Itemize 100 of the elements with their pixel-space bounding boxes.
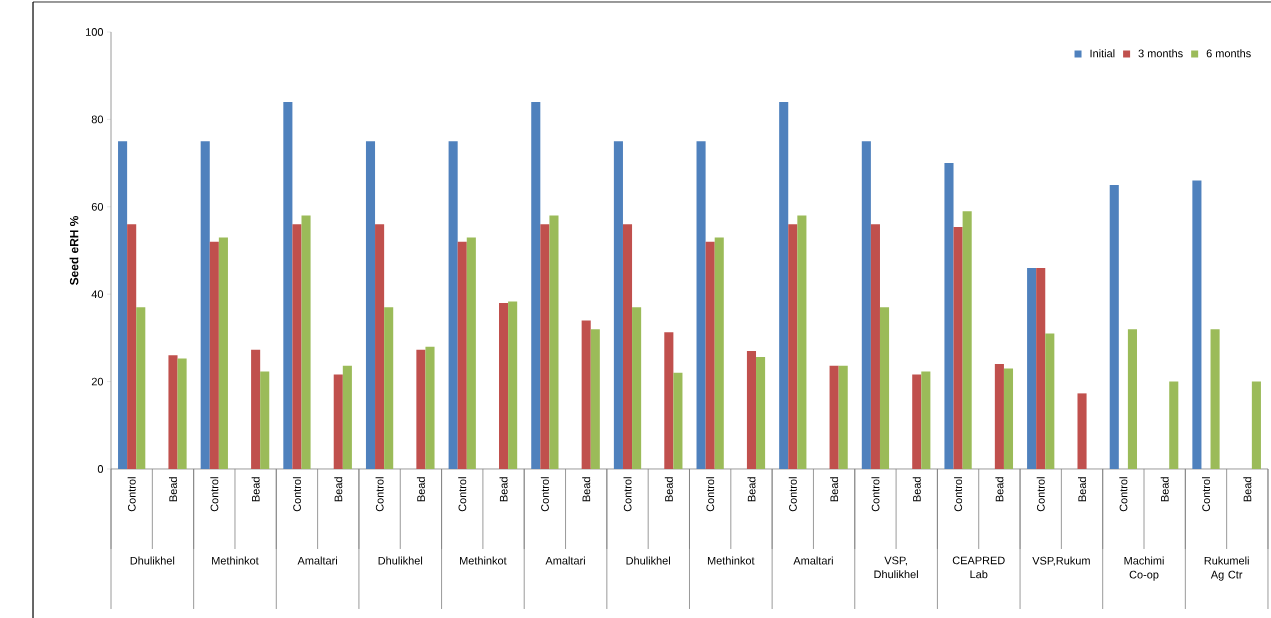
bar — [1251, 381, 1261, 469]
bar — [1036, 267, 1046, 469]
x-tick-label: Bead — [168, 477, 178, 502]
x-tick-label: Bead — [334, 477, 343, 502]
bar — [209, 241, 219, 469]
bar — [531, 101, 541, 469]
bar — [1045, 333, 1055, 469]
x-tick-label: Control — [1036, 477, 1045, 512]
bar — [1003, 368, 1014, 469]
y-axis-title: Seed eRH % — [69, 215, 79, 286]
bar — [779, 101, 789, 469]
bar — [457, 241, 467, 469]
x-tick-label: Bead — [830, 477, 839, 502]
bar — [384, 307, 394, 469]
bar — [912, 374, 922, 469]
x-tick-label: Control — [871, 477, 880, 512]
bar — [705, 241, 715, 469]
y-tick-label: 0 — [97, 465, 104, 473]
bar — [714, 237, 724, 469]
bar — [283, 101, 293, 469]
x-tick-label: Control — [127, 477, 136, 512]
bar — [508, 301, 518, 469]
bar — [218, 237, 228, 469]
x-tick-label: Control — [623, 477, 632, 512]
legend-label: 6 months — [1206, 49, 1251, 58]
x-tick-label: Control — [375, 477, 384, 512]
text: VSP, Dhulikhel — [874, 556, 918, 579]
bar — [829, 365, 839, 469]
bar — [1192, 180, 1202, 469]
x-tick-label: Control — [954, 477, 963, 512]
y-tick-label: 60 — [91, 202, 104, 211]
bar — [466, 237, 476, 469]
bar — [632, 307, 642, 469]
bar — [118, 141, 128, 469]
text: Dhulikhel — [626, 556, 670, 565]
text: Rukumeli Ag Ctr — [1204, 556, 1249, 581]
bar — [861, 141, 871, 469]
bar — [622, 224, 633, 469]
x-tick-label: Control — [1201, 477, 1211, 512]
bar — [944, 163, 954, 469]
text: Methinkot — [707, 556, 755, 565]
bar — [953, 226, 963, 469]
bar — [788, 224, 798, 469]
bar — [301, 215, 311, 469]
bar — [549, 215, 559, 469]
text: Dhulikhel — [130, 556, 175, 565]
x-tick-label: Bead — [582, 477, 591, 502]
bar — [838, 365, 848, 469]
text: Methinkot — [460, 556, 507, 565]
bar — [1027, 267, 1037, 469]
bar — [333, 374, 343, 469]
x-tick-label: Bead — [664, 477, 673, 502]
bar — [136, 307, 146, 469]
bar — [1210, 329, 1220, 469]
x-tick-label: Bead — [251, 477, 260, 502]
x-tick-label: Control — [788, 477, 797, 512]
bar — [168, 355, 178, 469]
bar — [448, 141, 458, 469]
bar — [499, 302, 509, 469]
bar — [375, 224, 385, 469]
y-tick-label: 100 — [86, 28, 104, 36]
bar — [797, 215, 807, 469]
x-tick-label: Control — [292, 477, 301, 512]
bar — [177, 358, 187, 469]
bar — [200, 141, 210, 469]
x-tick-label: Control — [540, 477, 549, 512]
text: Amaltari — [297, 556, 337, 565]
x-tick-label: Control — [210, 477, 219, 512]
bar — [673, 372, 683, 469]
text: Dhulikhel — [378, 556, 423, 565]
bar — [746, 351, 757, 469]
x-tick-label: Bead — [747, 477, 756, 502]
text: CEAPRED Lab — [952, 556, 1005, 579]
x-tick-label: Bead — [912, 477, 921, 502]
bar — [260, 371, 270, 469]
bar — [416, 349, 426, 469]
text: Methinkot — [212, 556, 259, 565]
y-tick-label: 20 — [91, 377, 104, 386]
bar — [696, 141, 706, 469]
bar — [425, 346, 435, 469]
x-tick-label: Control — [458, 477, 467, 512]
bar — [127, 224, 137, 469]
bar — [540, 224, 550, 469]
text: Amaltari — [793, 556, 833, 565]
bar — [1077, 393, 1087, 469]
bar — [870, 224, 880, 469]
x-tick-label: Bead — [499, 477, 508, 502]
bar — [879, 307, 890, 469]
bar — [1127, 329, 1137, 469]
x-tick-label: Bead — [1243, 477, 1252, 502]
bar — [962, 211, 972, 469]
bar — [292, 224, 302, 469]
bar — [921, 371, 931, 469]
bar — [1169, 381, 1179, 469]
legend-label: 3 months — [1138, 49, 1183, 58]
x-tick-label: Bead — [1160, 477, 1169, 502]
bar — [365, 141, 376, 469]
bar — [590, 329, 600, 469]
x-tick-label: Control — [1119, 477, 1128, 512]
bar — [581, 320, 591, 469]
